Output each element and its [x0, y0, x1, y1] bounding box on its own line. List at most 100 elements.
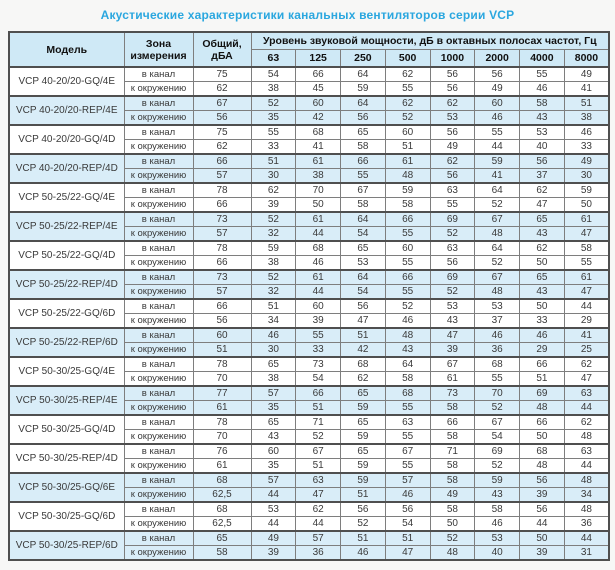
band-value-cell-2000: 40 [474, 545, 520, 561]
band-value-cell-1000: 58 [429, 458, 476, 474]
band-value-cell-1000: 58 [429, 501, 476, 518]
band-value-cell-4000: 68 [519, 443, 565, 460]
band-value-cell-250: 54 [340, 284, 386, 300]
column-header-frequency-4000: 4000 [519, 49, 565, 68]
band-value-cell-1000: 56 [429, 66, 476, 83]
band-value-cell-8000: 48 [563, 472, 610, 489]
model-name-cell: VCP 50-25/22-REP/6D [8, 327, 125, 358]
band-value-cell-8000: 48 [563, 429, 610, 445]
band-value-cell-8000: 47 [563, 284, 610, 300]
table-body: VCP 40-20/20-GQ/4E в канал 75 54 66 64 62 56 56 5… [8, 66, 610, 561]
band-value-cell-8000: 34 [563, 487, 610, 503]
model-name-cell: VCP 50-25/22-GQ/4D [8, 240, 125, 271]
band-value-cell-4000: 65 [519, 211, 565, 228]
table-row: VCP 50-25/22-GQ/6D в канал 66 51 60 56 52 53 53 5… [8, 298, 610, 329]
zone-cell: в канал [123, 66, 194, 83]
band-value-cell-63: 52 [250, 211, 297, 228]
band-value-cell-250: 52 [340, 516, 386, 532]
band-value-cell-2000: 56 [474, 66, 520, 83]
band-value-cell-500: 55 [384, 255, 431, 271]
band-value-cell-500: 58 [384, 371, 431, 387]
band-value-cell-125: 54 [295, 371, 341, 387]
band-value-cell-63: 55 [250, 124, 297, 141]
zone-cell: к окружению [123, 139, 194, 155]
band-value-cell-8000: 61 [563, 211, 610, 228]
column-header-frequency-250: 250 [340, 49, 386, 68]
band-value-cell-250: 42 [340, 342, 386, 358]
zone-cell: в канал [123, 269, 194, 286]
band-value-cell-250: 58 [340, 139, 386, 155]
band-value-cell-1000: 50 [429, 516, 476, 532]
zone-cell: к окружению [123, 168, 194, 184]
band-value-cell-8000: 63 [563, 443, 610, 460]
band-value-cell-1000: 49 [429, 487, 476, 503]
band-value-cell-4000: 33 [519, 313, 565, 329]
zone-cell: в канал [123, 414, 194, 431]
table-row: VCP 40-20/20-GQ/4E в канал 75 54 66 64 62 56 56 5… [8, 66, 610, 97]
band-value-cell-63: 32 [250, 226, 297, 242]
band-value-cell-4000: 37 [519, 168, 565, 184]
band-value-cell-250: 54 [340, 226, 386, 242]
band-value-cell-1000: 58 [429, 400, 476, 416]
band-value-cell-2000: 43 [474, 487, 520, 503]
total-dba-cell: 58 [192, 545, 252, 561]
band-value-cell-2000: 67 [474, 211, 520, 228]
column-header-frequency-500: 500 [384, 49, 431, 68]
table-row: VCP 50-25/22-GQ/4D в канал 78 59 68 65 60 63 64 6… [8, 240, 610, 271]
band-value-cell-63: 65 [250, 356, 297, 373]
band-value-cell-500: 52 [384, 298, 431, 315]
band-value-cell-125: 38 [295, 168, 341, 184]
band-value-cell-8000: 30 [563, 168, 610, 184]
band-value-cell-500: 55 [384, 81, 431, 97]
band-value-cell-8000: 33 [563, 139, 610, 155]
column-header-frequency-2000: 2000 [474, 49, 520, 68]
band-value-cell-500: 67 [384, 443, 431, 460]
total-dba-cell: 73 [192, 211, 252, 228]
zone-cell: в канал [123, 182, 194, 199]
band-value-cell-1000: 53 [429, 298, 476, 315]
band-value-cell-500: 54 [384, 516, 431, 532]
band-value-cell-250: 51 [340, 487, 386, 503]
band-value-cell-63: 53 [250, 501, 297, 518]
zone-cell: в канал [123, 124, 194, 141]
table-header: Модель Зона измерения Общий, дБА Уровень… [8, 31, 610, 68]
band-value-cell-8000: 49 [563, 153, 610, 170]
band-value-cell-8000: 63 [563, 385, 610, 402]
model-name-cell: VCP 40-20/20-REP/4E [8, 95, 125, 126]
band-value-cell-250: 51 [340, 327, 386, 344]
band-value-cell-4000: 29 [519, 342, 565, 358]
band-value-cell-8000: 59 [563, 182, 610, 199]
band-value-cell-1000: 56 [429, 168, 476, 184]
zone-cell: к окружению [123, 110, 194, 126]
zone-cell: в канал [123, 356, 194, 373]
band-value-cell-8000: 41 [563, 81, 610, 97]
table-row: к окружению 57 30 38 55 48 56 41 37 30 [9, 168, 610, 184]
band-value-cell-1000: 53 [429, 110, 476, 126]
band-value-cell-63: 65 [250, 414, 297, 431]
band-value-cell-4000: 43 [519, 284, 565, 300]
band-value-cell-250: 56 [340, 298, 386, 315]
model-name-cell: VCP 50-25/22-GQ/6D [8, 298, 125, 329]
column-header-zone: Зона измерения [123, 31, 194, 68]
band-value-cell-4000: 50 [519, 298, 565, 315]
band-value-cell-250: 56 [340, 110, 386, 126]
band-value-cell-500: 57 [384, 472, 431, 489]
total-dba-cell: 65 [192, 530, 252, 547]
band-value-cell-250: 65 [340, 240, 386, 257]
band-value-cell-2000: 46 [474, 327, 520, 344]
column-header-spl: Уровень звуковой мощности, дБ в октавных… [250, 31, 610, 51]
band-value-cell-4000: 43 [519, 110, 565, 126]
band-value-cell-500: 52 [384, 110, 431, 126]
band-value-cell-8000: 62 [563, 414, 610, 431]
column-header-total: Общий, дБА [192, 31, 252, 68]
table-row: VCP 40-20/20-GQ/4D в канал 75 55 68 65 60 56 55 5… [8, 124, 610, 155]
band-value-cell-1000: 52 [429, 284, 476, 300]
total-dba-cell: 57 [192, 284, 252, 300]
band-value-cell-250: 67 [340, 182, 386, 199]
band-value-cell-2000: 67 [474, 414, 520, 431]
band-value-cell-2000: 59 [474, 472, 520, 489]
band-value-cell-500: 61 [384, 153, 431, 170]
total-dba-cell: 62,5 [192, 487, 252, 503]
band-value-cell-2000: 55 [474, 124, 520, 141]
band-value-cell-1000: 61 [429, 371, 476, 387]
